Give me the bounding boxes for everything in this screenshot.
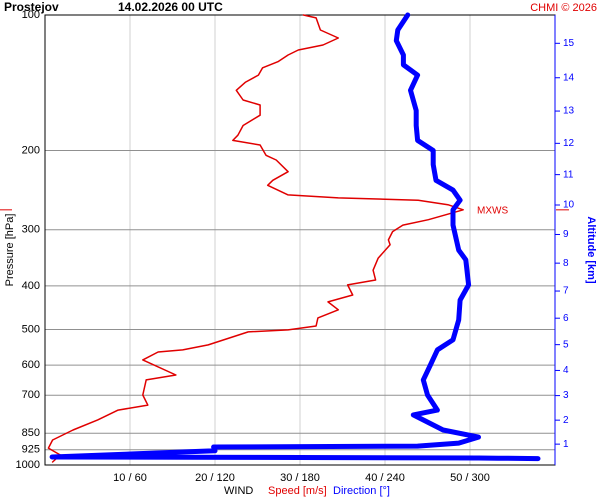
date-subtitle: 14.02.2026 00 UTC: [118, 0, 223, 14]
y2-tick-label: 8: [563, 258, 569, 269]
x-tick-label: 10 / 60: [113, 472, 147, 484]
x-axis-label: WIND: [224, 485, 253, 497]
y-tick-label: 300: [22, 224, 40, 236]
mxws-label: MXWS: [477, 205, 508, 216]
y-tick-label: 400: [22, 280, 40, 292]
y2-tick-label: 13: [563, 106, 575, 117]
y2-tick-label: 15: [563, 38, 575, 49]
y2-tick-label: 5: [563, 339, 569, 350]
y-tick-label: 500: [22, 323, 40, 335]
y-axis-label: Pressure [hPa]: [4, 214, 16, 287]
y2-tick-label: 2: [563, 415, 569, 426]
y2-tick-label: 14: [563, 72, 575, 83]
y2-tick-label: 4: [563, 365, 569, 376]
x-tick-label: 50 / 300: [450, 472, 490, 484]
y-tick-label: 200: [22, 144, 40, 156]
series-line: [47, 14, 464, 463]
y-tick-label: 100: [22, 9, 40, 21]
y-tick-label: 700: [22, 389, 40, 401]
series-line: [49, 12, 541, 462]
y-tick-label: 1000: [16, 459, 40, 471]
y-tick-label: 925: [22, 444, 40, 456]
legend-entry: Speed [m/s]: [268, 485, 327, 497]
y2-tick-label: 3: [563, 390, 569, 401]
x-tick-label: 30 / 180: [280, 472, 320, 484]
x-tick-label: 20 / 120: [195, 472, 235, 484]
y2-tick-label: 10: [563, 200, 575, 211]
y2-tick-label: 9: [563, 229, 569, 240]
y2-tick-label: 11: [563, 169, 574, 180]
y-tick-label: 600: [22, 359, 40, 371]
y2-tick-label: 6: [563, 313, 569, 324]
y-tick-label: 850: [22, 427, 40, 439]
y2-axis-label: Altitude [km]: [585, 216, 597, 284]
credit: CHMI © 2026: [530, 2, 597, 14]
legend-entry: Direction [°]: [333, 485, 390, 497]
y2-tick-label: 12: [563, 138, 575, 149]
station-title: Prostejov: [4, 0, 59, 14]
y2-tick-label: 1: [563, 439, 569, 450]
y2-tick-label: 7: [563, 286, 569, 297]
x-tick-label: 40 / 240: [365, 472, 405, 484]
